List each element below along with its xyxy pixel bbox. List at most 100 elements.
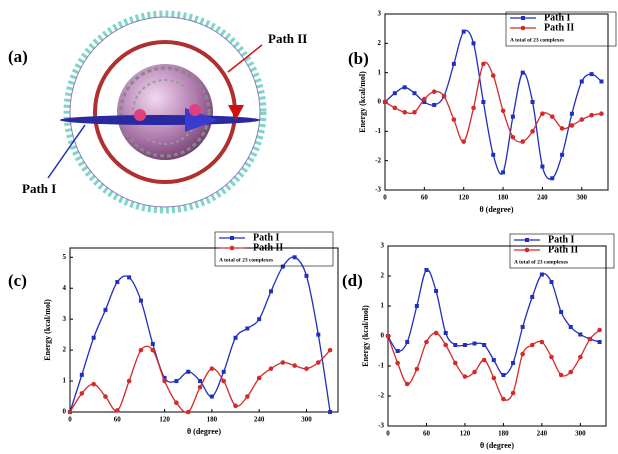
marker: [138, 347, 144, 353]
marker: [395, 360, 400, 366]
marker: [443, 331, 448, 335]
marker: [127, 275, 132, 280]
x-tick-label: 300: [301, 416, 312, 424]
marker: [402, 109, 407, 115]
marker: [491, 375, 497, 381]
marker: [392, 91, 397, 96]
marker: [186, 369, 191, 374]
marker: [597, 340, 602, 344]
marker: [559, 310, 564, 314]
marker: [405, 340, 410, 344]
marker: [385, 333, 391, 339]
x-tick-label: 0: [68, 416, 72, 424]
marker: [233, 403, 238, 409]
panel-label: (b): [348, 49, 369, 68]
marker: [292, 363, 297, 368]
marker: [79, 372, 84, 377]
marker: [327, 347, 333, 353]
y-tick-label: 0: [381, 332, 385, 340]
cage: [119, 66, 211, 158]
atom: [189, 104, 201, 116]
marker: [209, 366, 215, 371]
marker: [511, 361, 516, 365]
marker: [382, 99, 388, 105]
marker: [431, 89, 437, 95]
marker: [162, 375, 167, 380]
marker: [245, 394, 250, 399]
marker: [589, 72, 594, 77]
x-tick-label: 180: [207, 416, 218, 424]
marker: [114, 408, 120, 413]
y-tick-label: 0: [378, 98, 382, 106]
y-tick-label: 4: [63, 284, 67, 292]
marker: [530, 100, 535, 104]
marker: [422, 96, 427, 102]
marker: [424, 268, 429, 272]
marker: [568, 369, 574, 375]
marker: [392, 105, 398, 111]
marker: [520, 351, 525, 357]
marker: [539, 339, 545, 345]
marker: [490, 73, 496, 78]
marker: [471, 41, 476, 46]
y-tick-label: -1: [375, 127, 381, 135]
legend-label: Path I: [253, 232, 280, 243]
legend-label: Path II: [544, 22, 574, 33]
marker: [185, 409, 191, 415]
marker: [150, 341, 155, 346]
marker: [126, 378, 132, 384]
marker: [599, 111, 604, 117]
marker: [510, 390, 516, 396]
marker: [451, 117, 457, 122]
marker: [197, 384, 203, 390]
marker: [91, 335, 96, 340]
marker: [451, 61, 456, 66]
marker: [491, 152, 496, 157]
marker: [174, 379, 179, 384]
marker: [453, 360, 458, 366]
x-tick-label: 300: [577, 194, 588, 202]
marker: [221, 369, 226, 374]
y-tick-label: 3: [378, 10, 382, 18]
y-tick-label: -1: [378, 362, 384, 370]
marker: [520, 70, 525, 75]
marker: [481, 61, 486, 67]
outer-ring: [63, 10, 267, 214]
legend-marker: [524, 247, 530, 253]
legend-label: Path II: [253, 242, 283, 253]
legend-marker: [230, 236, 234, 240]
marker: [472, 341, 477, 346]
marker: [560, 152, 565, 157]
marker: [257, 317, 262, 322]
marker: [510, 114, 515, 119]
marker: [462, 374, 468, 379]
marker: [559, 126, 565, 131]
y-tick-label: 2: [63, 346, 67, 354]
marker: [67, 409, 73, 415]
x-tick-label: 120: [159, 416, 170, 424]
marker: [209, 394, 214, 399]
annotation: A total of 23 complexes: [510, 37, 564, 43]
x-tick-label: 240: [537, 430, 548, 438]
y-tick-label: 1: [63, 377, 67, 385]
y-tick-label: 3: [381, 242, 385, 250]
marker: [569, 123, 575, 128]
annotation: A total of 23 complexes: [514, 259, 568, 265]
marker: [395, 349, 400, 353]
marker: [233, 335, 238, 340]
x-tick-label: 120: [460, 430, 471, 438]
marker: [471, 105, 476, 111]
marker: [422, 100, 427, 104]
y-tick-label: 1: [378, 68, 382, 76]
marker: [569, 111, 574, 116]
legend-label: Path II: [548, 244, 578, 255]
panel-label: (a): [8, 47, 28, 66]
marker: [461, 29, 466, 34]
marker: [434, 289, 439, 293]
marker: [578, 332, 583, 337]
marker: [539, 272, 544, 277]
marker: [529, 342, 535, 348]
marker: [501, 396, 506, 402]
